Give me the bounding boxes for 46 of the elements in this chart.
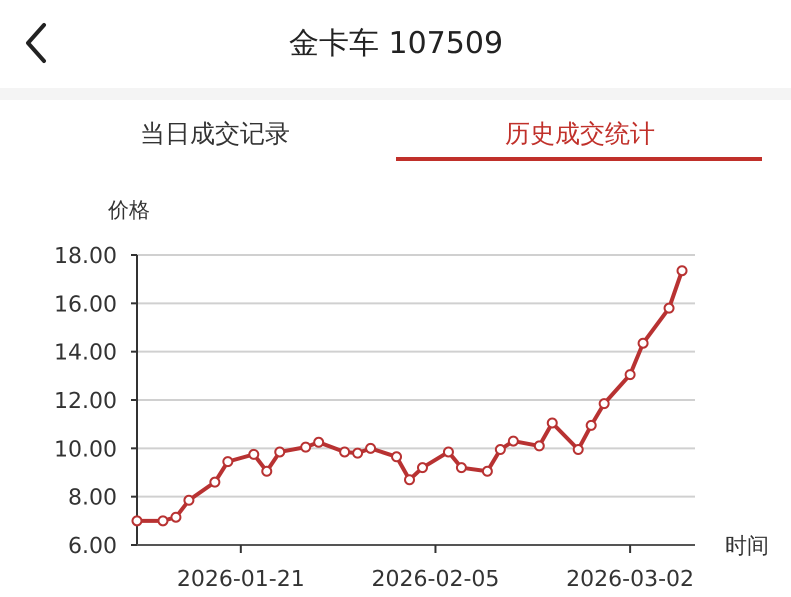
point — [482, 466, 493, 477]
point — [365, 442, 376, 454]
y-tick-label: 6.00 — [68, 534, 117, 559]
point — [391, 451, 402, 462]
point — [416, 462, 428, 474]
y-tick-label: 14.00 — [54, 340, 117, 366]
point — [352, 448, 364, 459]
y-tick-label: 16.00 — [54, 292, 117, 318]
y-tick-label: 8.00 — [68, 486, 117, 511]
point — [676, 265, 688, 276]
text: 当日成交记录 — [140, 119, 290, 148]
point — [586, 420, 597, 431]
y-tick-label: 10.00 — [54, 437, 117, 462]
point — [546, 417, 558, 428]
point — [339, 446, 350, 458]
point — [404, 474, 416, 486]
point — [572, 444, 584, 456]
point — [222, 456, 234, 468]
point — [132, 515, 142, 526]
y-tick-label: 18.00 — [54, 244, 117, 269]
point — [313, 436, 324, 448]
point — [300, 442, 312, 453]
x-tick-label: 2026-02-05 — [372, 567, 500, 592]
x-tick-label: 2026-03-02 — [566, 567, 694, 592]
y-tick-label: 12.00 — [54, 389, 117, 414]
point — [209, 476, 220, 488]
chart-title: 金卡车 107509 — [288, 26, 504, 61]
point — [248, 448, 260, 460]
point — [456, 462, 467, 474]
point — [664, 302, 675, 314]
point — [598, 398, 610, 410]
x-tick-label: 2026-01-21 — [176, 567, 305, 592]
point — [442, 446, 454, 458]
text: 历史成交统计 — [505, 119, 655, 148]
y-axis-title: 价格 — [107, 198, 150, 222]
point — [508, 436, 519, 447]
point — [170, 512, 182, 523]
point — [638, 338, 649, 349]
point — [157, 515, 168, 526]
point — [624, 369, 636, 380]
point — [274, 446, 286, 458]
x-axis-title: 时间 — [725, 534, 769, 559]
point — [183, 494, 194, 506]
point — [261, 466, 272, 477]
point — [494, 444, 506, 456]
point — [534, 440, 545, 452]
